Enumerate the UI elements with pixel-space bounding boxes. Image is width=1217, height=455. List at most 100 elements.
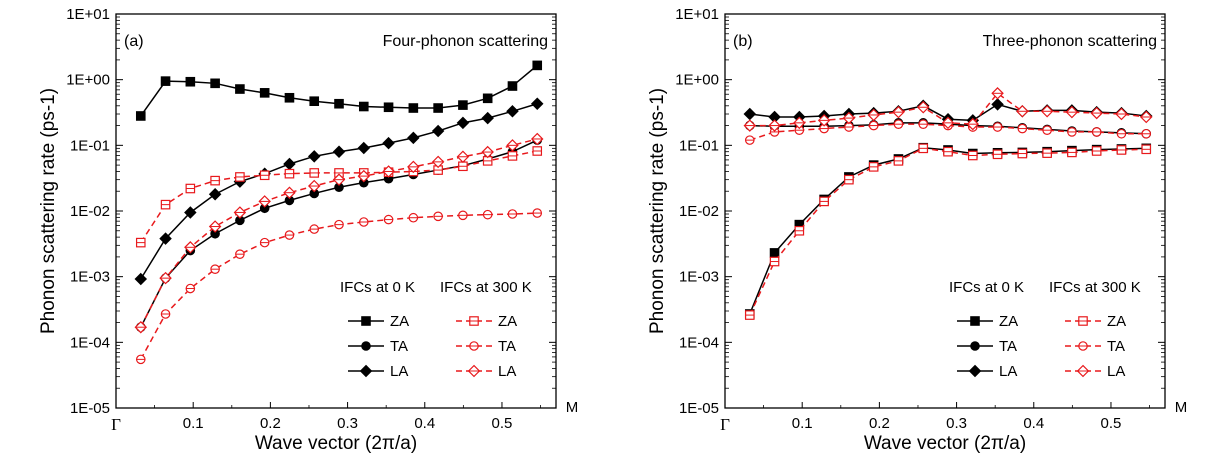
- x-tick-label: 0.3: [337, 415, 358, 432]
- panel-label: (a): [124, 33, 144, 50]
- y-tick-label: 1E+00: [675, 72, 719, 89]
- legend-label: LA: [498, 363, 516, 380]
- data-point: [458, 100, 468, 110]
- data-point: [482, 93, 493, 104]
- panel-annotation: Four-phonon scattering: [383, 33, 548, 50]
- y-axis-label: Phonon scattering rate (ps-1): [38, 88, 59, 334]
- data-point: [507, 81, 518, 91]
- data-point: [208, 187, 222, 201]
- legend-label: TA: [1107, 338, 1125, 355]
- data-point: [769, 248, 780, 258]
- series-line: [749, 123, 1147, 141]
- data-point: [332, 145, 346, 158]
- legend-marker: [970, 341, 980, 351]
- series-za-0k: [135, 60, 543, 121]
- data-point: [135, 111, 146, 121]
- x-tick-label: 0.2: [869, 415, 890, 432]
- data-point: [456, 116, 470, 130]
- series-ta-0k: [135, 135, 543, 333]
- legend-label: ZA: [390, 313, 409, 330]
- data-point: [184, 206, 197, 219]
- legend-label: TA: [999, 338, 1017, 355]
- legend-label: TA: [498, 338, 516, 355]
- x-tick-label: Γ: [720, 415, 730, 434]
- y-tick-label: 1E-02: [679, 203, 719, 220]
- data-point: [309, 96, 320, 106]
- y-tick-label: 1E-04: [679, 334, 719, 351]
- series-la-300k: [134, 132, 544, 334]
- plot-frame: [724, 13, 1166, 409]
- panel-a: 1E-05 1E-04 1E-03 1E-02 1E-01 1E+00 1E+01 Γ 0.1 0…: [38, 6, 578, 454]
- panel-label: (b): [733, 33, 753, 50]
- data-point: [185, 76, 196, 87]
- data-point: [506, 105, 519, 118]
- legend-label: LA: [999, 363, 1017, 380]
- data-point: [334, 98, 344, 109]
- legend-label: LA: [390, 363, 408, 380]
- legend: IFCs at 0 K IFCs at 300 K ZA TA LA ZA TA LA: [949, 279, 1141, 380]
- y-tick-label: 1E+00: [66, 72, 110, 89]
- series-line: [140, 138, 538, 328]
- data-point: [743, 107, 757, 121]
- x-axis-label: Wave vector (2π/a): [255, 433, 417, 454]
- y-tick-label: 1E-04: [70, 334, 110, 351]
- legend-label: ZA: [1107, 313, 1126, 330]
- x-tick-label: 0.1: [183, 415, 204, 432]
- data-point: [382, 136, 395, 150]
- data-point: [481, 111, 494, 125]
- y-axis-label: Phonon scattering rate (ps-1): [647, 88, 668, 334]
- data-point: [530, 97, 544, 110]
- legend-marker: [968, 364, 982, 378]
- series-la-300k: [743, 87, 1153, 132]
- data-point: [431, 124, 445, 138]
- legend-label: ZA: [498, 313, 517, 330]
- y-tick-label: 1E-01: [70, 137, 110, 154]
- data-point: [159, 232, 172, 245]
- data-point: [532, 60, 543, 71]
- data-point: [357, 141, 371, 155]
- data-point: [134, 272, 148, 286]
- data-point: [210, 78, 220, 89]
- legend-label: LA: [1107, 363, 1125, 380]
- legend-header: IFCs at 300 K: [440, 279, 532, 296]
- legend-marker: [970, 316, 980, 326]
- series-za-300k: [744, 143, 1152, 320]
- x-tick-label: M: [1175, 399, 1188, 416]
- series-za-300k: [135, 146, 543, 248]
- legend-header: IFCs at 300 K: [1049, 279, 1141, 296]
- legend-header: IFCs at 0 K: [340, 279, 415, 296]
- data-point: [283, 157, 296, 171]
- x-tick-label: 0.2: [260, 415, 281, 432]
- data-point: [991, 98, 1004, 111]
- series-ta-300k: [135, 208, 543, 365]
- y-tick-label: 1E-01: [679, 137, 719, 154]
- data-point: [284, 92, 295, 103]
- data-point: [358, 101, 369, 112]
- x-axis-label: Wave vector (2π/a): [864, 433, 1026, 454]
- legend-header: IFCs at 0 K: [949, 279, 1024, 296]
- data-point: [408, 103, 419, 113]
- x-tick-label: 0.3: [946, 415, 967, 432]
- data-point: [235, 84, 245, 94]
- data-point: [160, 76, 171, 86]
- data-point: [307, 150, 321, 163]
- data-point: [259, 88, 270, 98]
- y-tick-label: 1E-02: [70, 203, 110, 220]
- panel-annotation: Three-phonon scattering: [983, 33, 1157, 50]
- x-tick-label: M: [566, 399, 579, 416]
- x-tick-label: Γ: [111, 415, 121, 434]
- x-tick-label: 0.1: [792, 415, 813, 432]
- x-tick-label: 0.5: [492, 415, 513, 432]
- data-point: [407, 131, 420, 145]
- legend-marker: [361, 341, 371, 351]
- data-point: [433, 103, 443, 113]
- y-tick-label: 1E-03: [70, 269, 110, 286]
- y-tick-label: 1E-05: [70, 400, 110, 417]
- legend: IFCs at 0 K IFCs at 300 K ZA TA LA ZA TA LA: [340, 279, 532, 380]
- legend-label: TA: [390, 338, 408, 355]
- panel-b: 1E-05 1E-04 1E-03 1E-02 1E-01 1E+00 1E+01 Γ 0.1 0…: [647, 6, 1187, 454]
- series-line: [749, 147, 1147, 316]
- legend-marker: [359, 364, 373, 378]
- y-tick-label: 1E-03: [679, 269, 719, 286]
